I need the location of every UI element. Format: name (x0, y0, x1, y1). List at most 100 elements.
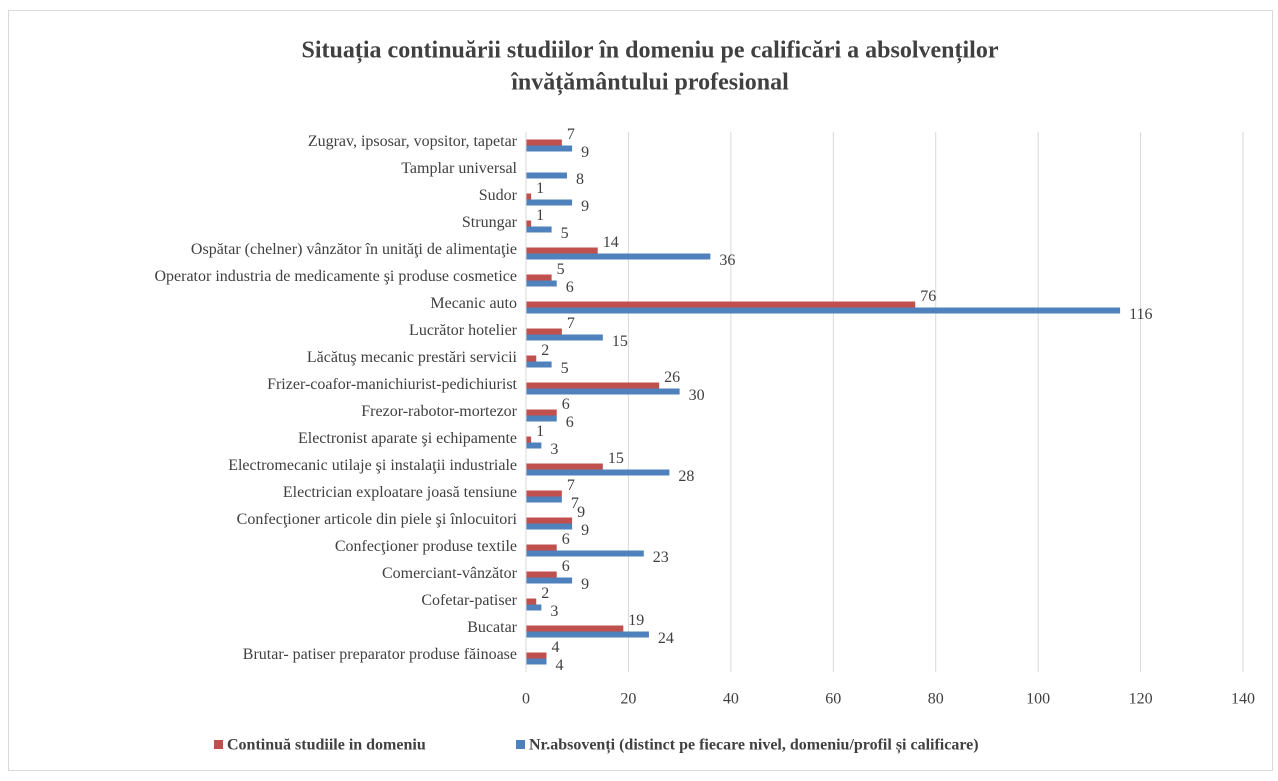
y-tick-label: Comerciant-vânzător (382, 565, 518, 582)
value-label: 5 (561, 360, 569, 377)
bar (526, 361, 552, 368)
bar (526, 604, 542, 611)
bar (526, 355, 537, 362)
y-tick-label: Electrician exploatare joasă tensiune (283, 484, 517, 501)
chart-title: învățământului profesional (510, 70, 789, 96)
bar (526, 631, 649, 638)
y-tick-label: Lucrător hotelier (409, 322, 518, 339)
bar (526, 550, 644, 557)
bar (526, 469, 670, 476)
value-label: 7 (567, 315, 575, 332)
value-label: 2 (541, 342, 549, 359)
value-label: 6 (566, 279, 574, 296)
bar (526, 544, 557, 551)
value-label: 2 (541, 585, 549, 602)
y-tick-label: Mecanic auto (430, 295, 517, 312)
y-tick-label: Cofetar-patiser (421, 592, 517, 609)
bar (526, 496, 562, 503)
value-label: 9 (581, 576, 589, 593)
y-tick-label: Frizer-coafor-manichiurist-pedichiurist (267, 376, 517, 393)
x-tick-label: 140 (1231, 691, 1255, 708)
legend-swatch (214, 740, 223, 749)
x-tick-label: 20 (620, 691, 636, 708)
value-label: 15 (612, 333, 628, 350)
value-label: 8 (576, 171, 584, 188)
value-label: 3 (550, 603, 558, 620)
value-label: 14 (603, 234, 619, 251)
bar (526, 199, 573, 206)
bar (526, 571, 557, 578)
x-tick-label: 100 (1026, 691, 1050, 708)
value-label: 9 (581, 522, 589, 539)
bar (526, 388, 680, 395)
value-label: 1 (536, 423, 544, 440)
value-label: 6 (562, 558, 570, 575)
y-tick-label: Operator industria de medicamente şi pro… (154, 268, 517, 285)
x-tick-label: 0 (522, 691, 530, 708)
value-label: 30 (689, 387, 705, 404)
y-tick-label: Strungar (462, 214, 518, 231)
bar (526, 598, 537, 605)
bar (526, 409, 557, 416)
value-label: 1 (536, 207, 544, 224)
bar (526, 301, 916, 308)
bar (526, 463, 603, 470)
y-tick-label: Lăcătuş mecanic prestări servicii (307, 349, 518, 366)
bar (526, 280, 557, 287)
value-label: 5 (557, 261, 565, 278)
value-label: 4 (555, 657, 563, 674)
bar (526, 139, 562, 146)
value-label: 5 (561, 225, 569, 242)
value-label: 116 (1129, 306, 1152, 323)
value-label: 26 (664, 369, 680, 386)
y-tick-label: Brutar- patiser preparator produse făino… (243, 646, 517, 663)
bar (526, 253, 711, 260)
bar (526, 328, 562, 335)
y-tick-label: Confecţioner articole din piele şi înloc… (237, 511, 518, 528)
bar (526, 226, 552, 233)
bar (526, 577, 573, 584)
y-tick-label: Zugrav, ipsosar, vopsitor, tapetar (308, 133, 518, 150)
value-label: 6 (562, 396, 570, 413)
bar (526, 382, 660, 389)
value-label: 36 (719, 252, 735, 269)
value-label: 76 (920, 288, 936, 305)
legend-label: Nr.absovenți (distinct pe fiecare nivel,… (529, 737, 979, 755)
bar (526, 517, 573, 524)
bar (526, 307, 1121, 314)
value-label: 28 (678, 468, 694, 485)
value-label: 6 (566, 414, 574, 431)
legend-label: Continuă studiile in domeniu (227, 737, 426, 754)
value-label: 7 (567, 126, 575, 143)
value-label: 7 (571, 495, 579, 512)
y-tick-label: Sudor (479, 187, 518, 204)
value-label: 9 (577, 504, 585, 521)
x-tick-label: 60 (825, 691, 841, 708)
bar (526, 220, 532, 227)
value-label: 3 (550, 441, 558, 458)
bar (526, 436, 532, 443)
value-label: 19 (628, 612, 644, 629)
y-tick-label: Ospătar (chelner) vânzător în unităţi de… (191, 241, 517, 258)
bar (526, 625, 624, 632)
value-label: 9 (581, 198, 589, 215)
bar (526, 274, 552, 281)
x-tick-label: 80 (928, 691, 944, 708)
chart-title: Situația continuării studiilor în domeni… (302, 38, 999, 64)
bar (526, 658, 547, 665)
y-tick-label: Electromecanic utilaje şi instalaţii ind… (228, 457, 517, 474)
value-label: 15 (608, 450, 624, 467)
bar (526, 415, 557, 422)
bar (526, 334, 603, 341)
value-label: 4 (551, 639, 559, 656)
value-label: 7 (567, 477, 575, 494)
bar (526, 490, 562, 497)
bar (526, 442, 542, 449)
x-tick-label: 120 (1129, 691, 1153, 708)
y-tick-label: Frezor-rabotor-mortezor (361, 403, 517, 420)
value-label: 24 (658, 630, 674, 647)
bar (526, 523, 573, 530)
y-tick-label: Electronist aparate şi echipamente (298, 430, 517, 447)
bar (526, 652, 547, 659)
value-label: 9 (581, 144, 589, 161)
